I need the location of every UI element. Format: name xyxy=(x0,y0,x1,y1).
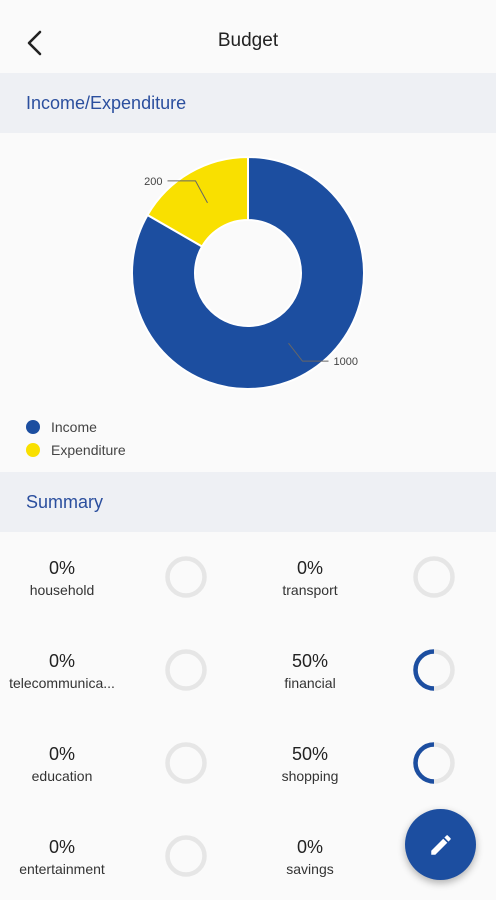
summary-percent: 0% xyxy=(48,744,75,764)
summary-item-financial[interactable]: 50% financial xyxy=(248,625,496,718)
summary-percent: 0% xyxy=(48,651,75,671)
summary-category: shopping xyxy=(281,768,339,784)
app-bar: Budget xyxy=(0,0,496,73)
progress-ring xyxy=(165,742,207,784)
summary-item-household[interactable]: 0% household xyxy=(0,532,248,625)
arrow-back-icon xyxy=(27,30,42,56)
page-title: Budget xyxy=(217,30,279,51)
summary-category: education xyxy=(31,768,93,784)
data-label-expenditure: 200 xyxy=(144,176,162,188)
summary-grid: 0% household 0% transport 0% telecommuni… xyxy=(0,532,496,900)
summary-category: telecommunica... xyxy=(9,675,115,691)
progress-ring xyxy=(413,649,455,691)
summary-category: household xyxy=(29,582,95,598)
pencil-icon xyxy=(430,834,451,855)
legend-swatch-income xyxy=(26,419,40,434)
chart-legend: Income Expenditure xyxy=(26,415,126,461)
progress-ring xyxy=(165,835,207,877)
summary-category: financial xyxy=(284,675,336,691)
summary-item-education[interactable]: 0% education xyxy=(0,718,248,811)
summary-category: savings xyxy=(286,861,334,877)
legend-item-expenditure: Expenditure xyxy=(26,438,126,461)
summary-percent: 50% xyxy=(291,744,329,764)
progress-ring-track xyxy=(413,556,455,598)
summary-percent: 0% xyxy=(48,558,75,578)
income-expenditure-chart: 1000 200 Income Expenditure xyxy=(0,133,496,472)
summary-item-entertainment[interactable]: 0% entertainment xyxy=(0,811,248,900)
progress-ring-track xyxy=(165,742,207,784)
section-title: Summary xyxy=(26,491,104,512)
progress-ring-fill xyxy=(413,649,435,691)
legend-label-income: Income xyxy=(51,418,97,435)
donut-slice-expenditure xyxy=(146,155,249,248)
summary-item-transport[interactable]: 0% transport xyxy=(248,532,496,625)
progress-ring xyxy=(413,556,455,598)
progress-ring-track xyxy=(165,835,207,877)
summary-category: entertainment xyxy=(19,861,105,877)
progress-ring xyxy=(165,556,207,598)
legend-swatch-expenditure xyxy=(26,442,40,457)
summary-header: Summary xyxy=(0,472,496,532)
edit-fab-button[interactable] xyxy=(405,809,476,880)
legend-label-expenditure: Expenditure xyxy=(51,441,126,458)
back-button[interactable] xyxy=(20,26,50,60)
summary-percent: 0% xyxy=(296,837,323,857)
donut-slice-income xyxy=(131,155,365,390)
summary-item-shopping[interactable]: 50% shopping xyxy=(248,718,496,811)
progress-ring-fill xyxy=(413,742,435,784)
progress-ring-track xyxy=(165,649,207,691)
legend-item-income: Income xyxy=(26,415,126,438)
progress-ring xyxy=(165,649,207,691)
summary-percent: 50% xyxy=(291,651,329,671)
income-expenditure-header: Income/Expenditure xyxy=(0,73,496,133)
section-title: Income/Expenditure xyxy=(26,92,187,113)
data-label-income: 1000 xyxy=(334,356,358,368)
summary-item-telecommunication[interactable]: 0% telecommunica... xyxy=(0,625,248,718)
donut-chart: 1000 200 xyxy=(131,155,365,390)
progress-ring xyxy=(413,742,455,784)
summary-percent: 0% xyxy=(48,837,75,857)
progress-ring-track xyxy=(165,556,207,598)
summary-category: transport xyxy=(282,582,338,598)
summary-percent: 0% xyxy=(296,558,323,578)
